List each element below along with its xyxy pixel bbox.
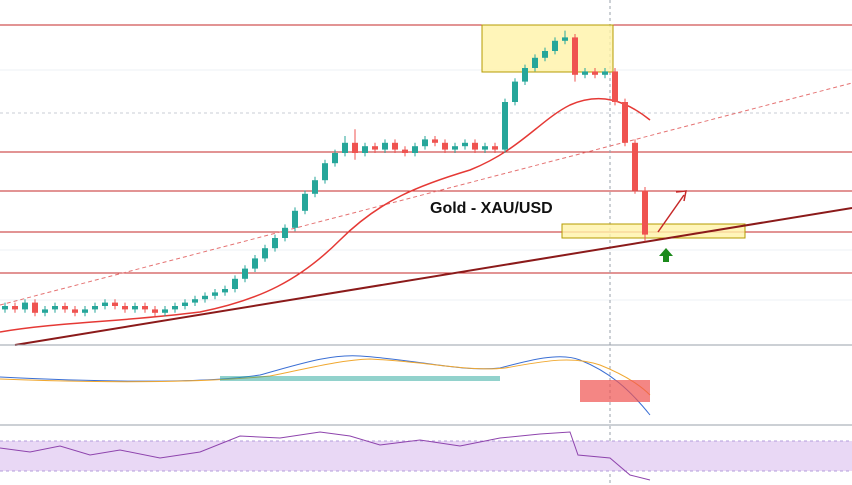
candle-body bbox=[22, 302, 28, 310]
candle-body bbox=[162, 309, 168, 313]
candle-body bbox=[422, 139, 428, 147]
candle-body bbox=[32, 302, 38, 313]
candle-body bbox=[72, 309, 78, 313]
candle-body bbox=[302, 193, 308, 211]
candle-body bbox=[322, 163, 328, 181]
candle-body bbox=[52, 306, 58, 310]
candle-body bbox=[272, 238, 278, 249]
candle-body bbox=[82, 309, 88, 313]
candle-body bbox=[62, 306, 68, 310]
chart-title: Gold - XAU/USD bbox=[430, 200, 553, 217]
candle-body bbox=[522, 68, 528, 82]
candle-body bbox=[592, 71, 598, 75]
moving-average bbox=[0, 97, 651, 333]
up-arrow bbox=[659, 248, 673, 262]
candle-body bbox=[202, 295, 208, 300]
candle-body bbox=[372, 146, 378, 150]
rsi-pane bbox=[0, 431, 852, 481]
candle-body bbox=[402, 149, 408, 153]
candle-body bbox=[452, 146, 458, 150]
grid bbox=[0, 69, 852, 301]
candle-body bbox=[572, 37, 578, 75]
candle-body bbox=[632, 142, 638, 191]
candle-body bbox=[412, 146, 418, 153]
candle-body bbox=[362, 146, 368, 153]
candle-body bbox=[442, 142, 448, 150]
candle-body bbox=[132, 306, 138, 310]
candle-body bbox=[352, 142, 358, 153]
candle-body bbox=[262, 248, 268, 259]
candle-body bbox=[582, 71, 588, 75]
candle-body bbox=[622, 102, 628, 143]
candle-body bbox=[192, 299, 198, 303]
candle-body bbox=[242, 268, 248, 279]
candle-body bbox=[552, 40, 558, 51]
candle-body bbox=[602, 71, 608, 75]
candle-body bbox=[492, 146, 498, 150]
candle-body bbox=[142, 306, 148, 310]
candle-body bbox=[432, 139, 438, 143]
candle-body bbox=[382, 142, 388, 150]
highlight-box bbox=[561, 223, 746, 239]
candle-body bbox=[502, 102, 508, 150]
levels bbox=[0, 24, 852, 274]
candle-body bbox=[152, 309, 158, 313]
candle-body bbox=[532, 57, 538, 68]
candle-body bbox=[102, 302, 108, 306]
candle-body bbox=[122, 306, 128, 310]
candle-body bbox=[2, 306, 8, 310]
candle-body bbox=[472, 142, 478, 150]
candle-body bbox=[282, 227, 288, 238]
candle-body bbox=[562, 37, 568, 41]
candle-body bbox=[172, 306, 178, 310]
candle-body bbox=[222, 289, 228, 293]
candles bbox=[2, 30, 648, 317]
candle-body bbox=[312, 180, 318, 194]
candle-body bbox=[292, 210, 298, 228]
candle-body bbox=[12, 306, 18, 310]
candle-body bbox=[542, 51, 548, 58]
candle-body bbox=[332, 153, 338, 164]
candle-body bbox=[212, 292, 218, 296]
candle-body bbox=[482, 146, 488, 150]
arrow bbox=[657, 194, 685, 233]
candle-body bbox=[42, 309, 48, 313]
candle-body bbox=[182, 302, 188, 306]
candle-body bbox=[232, 278, 238, 289]
highlight-box bbox=[481, 24, 614, 73]
candle-body bbox=[392, 142, 398, 150]
macd-pane bbox=[0, 355, 651, 416]
candle-body bbox=[252, 258, 258, 269]
trend-line bbox=[14, 207, 852, 346]
candle-body bbox=[112, 302, 118, 306]
trend-line bbox=[0, 82, 852, 306]
candle-body bbox=[342, 142, 348, 153]
candle-body bbox=[462, 142, 468, 147]
candle-body bbox=[512, 81, 518, 102]
candle-body bbox=[92, 306, 98, 310]
candle-body bbox=[642, 190, 648, 235]
candle-body bbox=[612, 71, 618, 102]
arrow-head bbox=[675, 190, 687, 202]
